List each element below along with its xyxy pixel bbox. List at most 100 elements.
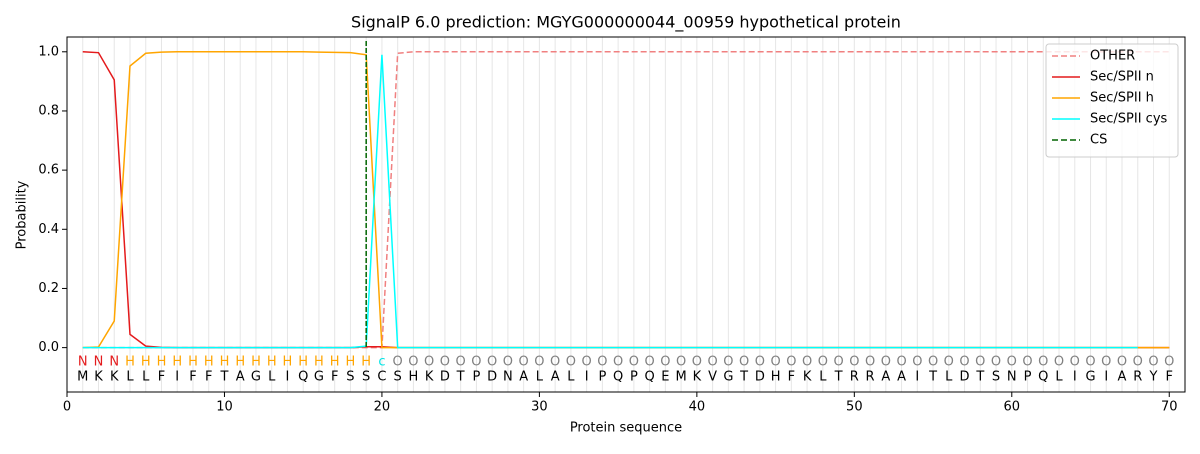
residue-label: O [770, 354, 780, 369]
residue-label: H [172, 354, 182, 369]
residue-label: O [519, 354, 529, 369]
residue-label: O [440, 354, 450, 369]
residue: G [1085, 370, 1095, 385]
residue-label: H [204, 354, 214, 369]
residue: G [314, 370, 324, 385]
residue: L [126, 370, 134, 385]
residue-label: O [424, 354, 434, 369]
series-line [82, 51, 1170, 349]
residue: N [503, 370, 513, 385]
residue-label: H [188, 354, 198, 369]
residue: C [377, 370, 386, 385]
legend-label: Sec/SPII n [1090, 70, 1154, 85]
x-tick-label: 40 [689, 400, 706, 415]
residue-label: O [1070, 354, 1080, 369]
residue-label: N [94, 354, 104, 369]
series-line [82, 54, 1138, 349]
residue: R [850, 370, 859, 385]
residue-label: O [1038, 354, 1048, 369]
residue: M [676, 370, 687, 385]
residue-label: O [550, 354, 560, 369]
residue: Q [1038, 370, 1048, 385]
residue: A [236, 370, 245, 385]
legend-label: Sec/SPII cys [1090, 112, 1168, 127]
residue-label: H [361, 354, 371, 369]
residue-label: N [78, 354, 88, 369]
residue-label: H [267, 354, 277, 369]
residue-label: O [393, 354, 403, 369]
residue: L [567, 370, 575, 385]
residue: F [788, 370, 795, 385]
x-tick-label: 30 [531, 400, 548, 415]
residue: P [1024, 370, 1032, 385]
residue-label: c [378, 354, 385, 369]
residue-label: O [566, 354, 576, 369]
residue: I [175, 370, 179, 385]
residue: G [723, 370, 733, 385]
residue-label: O [1117, 354, 1127, 369]
residue: F [189, 370, 196, 385]
residue-label: O [1101, 354, 1111, 369]
residue: S [362, 370, 370, 385]
x-tick-label: 20 [374, 400, 391, 415]
y-tick-label: 0.2 [38, 281, 59, 296]
residue: L [268, 370, 276, 385]
residue-label: O [1054, 354, 1064, 369]
residue: A [881, 370, 890, 385]
residue-label: O [786, 354, 796, 369]
residue: S [992, 370, 1000, 385]
residue: T [739, 370, 748, 385]
legend-label: OTHER [1090, 49, 1135, 64]
residue-label: O [881, 354, 891, 369]
chart-title: SignalP 6.0 prediction: MGYG000000044_00… [351, 13, 901, 33]
residue-label: H [141, 354, 151, 369]
residue: S [394, 370, 402, 385]
residue-label: O [456, 354, 466, 369]
residue: P [472, 370, 480, 385]
legend-box [1045, 43, 1179, 158]
residue: H [409, 370, 419, 385]
residue: D [440, 370, 450, 385]
residue: K [693, 370, 702, 385]
residue-label: H [157, 354, 167, 369]
residue-label: O [959, 354, 969, 369]
residue-label: O [408, 354, 418, 369]
residue-label: O [818, 354, 828, 369]
residue-label: O [487, 354, 497, 369]
residue-label: O [944, 354, 954, 369]
y-tick-label: 0.4 [38, 222, 59, 237]
residue-label: O [629, 354, 639, 369]
x-tick-label: 50 [846, 400, 863, 415]
residue: Y [1149, 370, 1158, 385]
residue: L [819, 370, 827, 385]
residue-label: O [597, 354, 607, 369]
residue-label: H [251, 354, 261, 369]
residue: L [536, 370, 544, 385]
residue-label: H [314, 354, 324, 369]
residue-label: N [109, 354, 119, 369]
residue-label: O [975, 354, 985, 369]
residue-label: O [676, 354, 686, 369]
residue-label: O [849, 354, 859, 369]
residue-label: O [503, 354, 513, 369]
residue-label: H [283, 354, 293, 369]
residue: V [708, 370, 717, 385]
residue-label: H [125, 354, 135, 369]
y-tick-label: 0.6 [38, 163, 59, 178]
residue: I [585, 370, 589, 385]
x-tick-label: 10 [216, 400, 233, 415]
y-tick-label: 0.8 [38, 103, 59, 118]
residue: D [755, 370, 765, 385]
residue-label: H [330, 354, 340, 369]
residue: T [219, 370, 228, 385]
residue: H [771, 370, 781, 385]
residue: E [661, 370, 669, 385]
residue: R [1133, 370, 1142, 385]
residue-label: O [912, 354, 922, 369]
residue: N [1007, 370, 1017, 385]
legend-label: Sec/SPII h [1090, 91, 1154, 106]
residue-label: O [1007, 354, 1017, 369]
residue: G [251, 370, 261, 385]
x-axis-label: Protein sequence [570, 421, 682, 436]
